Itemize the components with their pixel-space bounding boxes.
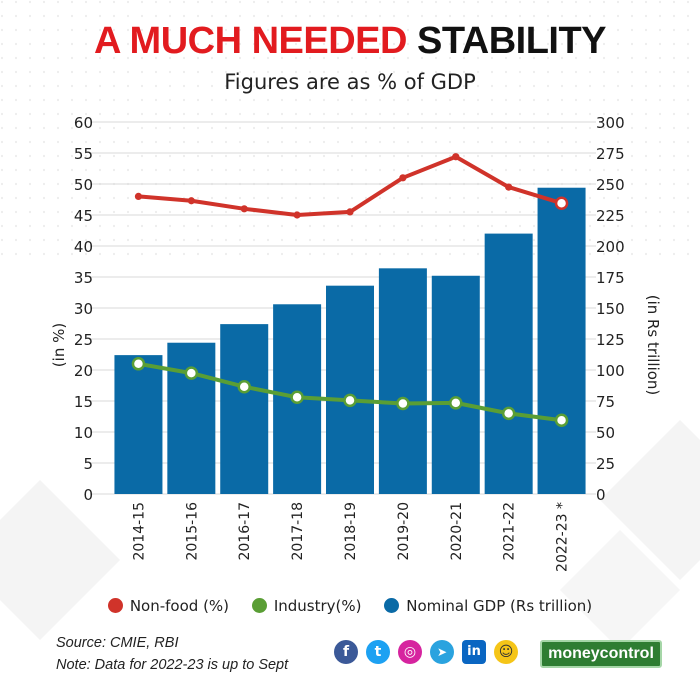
y2-tick-label: 100 bbox=[596, 362, 625, 380]
gdp-bar bbox=[114, 355, 163, 494]
legend-dot-nonfood bbox=[107, 598, 123, 613]
y-tick-label: 55 bbox=[74, 145, 93, 163]
x-tick-label: 2015-16 bbox=[184, 502, 200, 561]
koo-icon[interactable]: ☺ bbox=[494, 640, 518, 664]
legend-dot-gdp bbox=[384, 598, 400, 613]
y2-tick-label: 275 bbox=[596, 145, 625, 163]
nonfood-point bbox=[505, 183, 513, 191]
title-part-red: A MUCH NEEDED bbox=[93, 20, 408, 62]
nonfood-point bbox=[240, 205, 248, 213]
gdp-bar bbox=[537, 187, 586, 494]
y-tick-label: 20 bbox=[74, 362, 93, 380]
y-tick-label: 40 bbox=[74, 238, 93, 256]
nonfood-point bbox=[346, 208, 354, 216]
y2-tick-label: 150 bbox=[596, 300, 625, 318]
y-tick-label: 25 bbox=[74, 331, 93, 349]
source-note: Source: CMIE, RBI Note: Data for 2022-23… bbox=[56, 632, 288, 676]
industry-point bbox=[290, 390, 304, 405]
industry-point bbox=[343, 393, 357, 408]
twitter-icon[interactable]: t bbox=[366, 640, 390, 664]
nonfood-point bbox=[187, 197, 195, 205]
legend: Non-food (%) Industry(%) Nominal GDP (Rs… bbox=[0, 597, 700, 615]
y2-tick-label: 175 bbox=[596, 269, 625, 287]
nonfood-point bbox=[293, 211, 301, 219]
x-tick-label: 2019-20 bbox=[396, 502, 412, 561]
industry-point bbox=[131, 357, 146, 371]
industry-point bbox=[501, 406, 516, 421]
y2-tick-label: 200 bbox=[596, 238, 625, 256]
industry-point bbox=[237, 379, 251, 394]
facebook-icon[interactable]: f bbox=[334, 640, 358, 664]
industry-point bbox=[449, 396, 463, 410]
y-tick-label: 35 bbox=[74, 269, 93, 287]
y2-tick-label: 125 bbox=[596, 331, 625, 349]
x-tick-label: 2017-18 bbox=[290, 502, 306, 561]
x-tick-label: 2022-23 * bbox=[555, 502, 571, 572]
industry-point bbox=[184, 366, 199, 380]
y2-axis-label: (in Rs trillion) bbox=[644, 295, 662, 396]
y2-tick-label: 75 bbox=[596, 393, 615, 411]
source-line: Source: CMIE, RBI bbox=[56, 635, 179, 651]
gdp-bar bbox=[431, 275, 480, 494]
y2-tick-label: 25 bbox=[596, 455, 615, 473]
x-tick-label: 2016-17 bbox=[237, 502, 253, 561]
x-tick-label: 2020-21 bbox=[449, 502, 465, 561]
nonfood-point bbox=[399, 174, 407, 182]
x-tick-label: 2018-19 bbox=[343, 502, 359, 561]
y-axis-label: (in %) bbox=[50, 323, 68, 367]
y2-tick-label: 50 bbox=[596, 424, 615, 442]
instagram-icon[interactable]: ◎ bbox=[398, 640, 422, 664]
nonfood-point bbox=[134, 192, 143, 200]
y2-tick-label: 225 bbox=[596, 207, 625, 225]
title-part-black: STABILITY bbox=[417, 20, 607, 62]
y-tick-label: 15 bbox=[74, 393, 93, 411]
legend-dot-industry bbox=[251, 598, 267, 613]
moneycontrol-logo[interactable]: moneycontrol bbox=[540, 640, 662, 668]
y-tick-label: 45 bbox=[74, 207, 93, 225]
y2-tick-label: 300 bbox=[596, 114, 625, 132]
linkedin-icon[interactable]: in bbox=[462, 640, 486, 664]
x-tick-label: 2021-22 bbox=[502, 502, 518, 561]
gdp-bar bbox=[326, 285, 374, 494]
y2-tick-label: 0 bbox=[596, 486, 606, 504]
note-line: Note: Data for 2022-23 is up to Sept bbox=[56, 657, 289, 673]
chart-title: A MUCH NEEDED STABILITY bbox=[0, 18, 700, 64]
nonfood-line bbox=[136, 154, 564, 217]
y-tick-label: 5 bbox=[83, 455, 93, 473]
gdp-bar bbox=[167, 342, 216, 494]
chart-canvas: 0 5 10 15 20 25 30 35 40 45 50 55 60 0 25 50 75 100 125 150… bbox=[50, 114, 662, 572]
y-tick-label: 10 bbox=[74, 424, 93, 442]
legend-label-industry: Industry(%) bbox=[273, 597, 362, 615]
y2-tick-label: 250 bbox=[596, 176, 625, 194]
legend-item-nonfood: Non-food (%) bbox=[107, 597, 230, 615]
nonfood-point bbox=[452, 153, 460, 161]
legend-item-industry: Industry(%) bbox=[251, 597, 362, 615]
industry-point bbox=[554, 413, 569, 427]
chart-subtitle: Figures are as % of GDP bbox=[224, 70, 476, 94]
telegram-icon[interactable]: ➤ bbox=[430, 640, 454, 664]
gdp-bar bbox=[220, 324, 269, 494]
y-tick-label: 30 bbox=[74, 300, 93, 318]
legend-item-gdp: Nominal GDP (Rs trillion) bbox=[384, 597, 592, 615]
x-tick-label: 2014-15 bbox=[131, 502, 147, 561]
gdp-bar bbox=[484, 233, 533, 494]
y-tick-label: 50 bbox=[74, 176, 93, 194]
y-tick-label: 0 bbox=[83, 486, 93, 504]
industry-point bbox=[396, 396, 410, 411]
y-tick-label: 60 bbox=[74, 114, 93, 132]
nonfood-point bbox=[554, 196, 569, 210]
legend-label-gdp: Nominal GDP (Rs trillion) bbox=[406, 597, 593, 615]
gdp-bar bbox=[378, 268, 427, 494]
legend-label-nonfood: Non-food (%) bbox=[129, 597, 230, 615]
